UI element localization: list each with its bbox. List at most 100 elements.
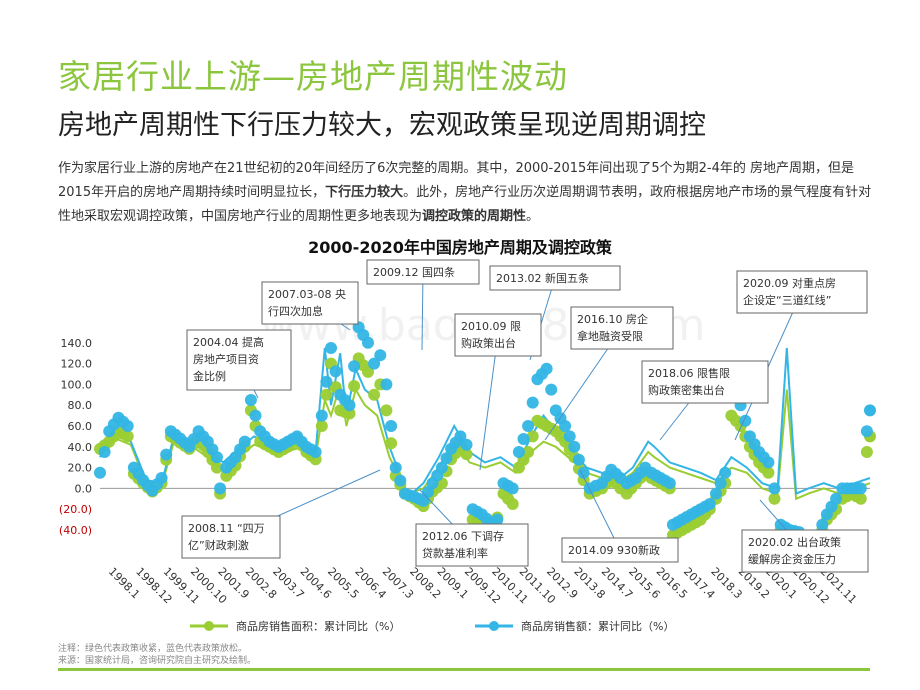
- area-data-point: [368, 388, 381, 401]
- area-data-point: [211, 461, 223, 474]
- annotation-text: 拿地融资受限: [577, 329, 643, 343]
- annotation-box: [570, 306, 674, 350]
- sales-data-point: [362, 336, 374, 349]
- annotation-text: 亿”财政刺激: [188, 538, 249, 552]
- sales-data-point: [238, 435, 251, 448]
- chart-title: 2000-2020年中国房地产周期及调控政策: [308, 238, 612, 257]
- sales-data-point: [719, 466, 732, 479]
- sales-data-point: [343, 399, 356, 412]
- sales-data-point: [329, 365, 342, 378]
- sales-data-point: [517, 433, 530, 445]
- legend-label: 商品房销售面积：累计同比（%）: [236, 619, 400, 633]
- sales-data-point: [577, 466, 590, 479]
- y-tick-label: 60.0: [68, 420, 93, 433]
- annotation-box: [261, 281, 359, 325]
- description-paragraph: 作为家居行业上游的房地产在21世纪初的20年间经历了6次完整的周期。其中，200…: [58, 161, 872, 224]
- sales-data-point: [211, 451, 223, 464]
- area-data-point: [121, 430, 134, 443]
- legend-item-1: 商品房销售面积：累计同比（%）: [190, 619, 400, 633]
- annotation-box: [561, 537, 679, 563]
- sales-data-point: [394, 474, 407, 487]
- sales-data-point: [440, 452, 453, 465]
- sales-data-point: [703, 498, 716, 510]
- annotation-text: 行四次加息: [268, 304, 323, 318]
- area-data-point: [768, 492, 781, 505]
- sales-data-point: [155, 472, 168, 484]
- sales-data-point: [309, 446, 322, 458]
- area-data-point: [348, 380, 361, 392]
- sales-data-point: [864, 404, 876, 417]
- annotation-text: 2008.11 “四万: [188, 522, 265, 535]
- y-tick-label: 40.0: [68, 441, 93, 454]
- annotation-text: 房地产项目资: [193, 352, 259, 366]
- y-tick-label: 80.0: [68, 399, 93, 412]
- legend-swatch-dot: [204, 621, 214, 631]
- legend-item-2: 商品房销售额：累计同比（%）: [475, 619, 674, 633]
- annotation-text: 2007.03-08 央: [268, 288, 346, 301]
- annotation-text: 购政策出台: [461, 336, 516, 350]
- annotation-box: [489, 265, 621, 291]
- sales-data-point: [389, 461, 402, 474]
- area-data-point: [526, 430, 539, 443]
- sales-data-point: [860, 425, 873, 438]
- annotation-a11: 2014.09 930新政: [561, 469, 679, 563]
- annotation-text: 2009.12 国四条: [373, 265, 455, 279]
- y-tick-label: 100.0: [61, 378, 93, 391]
- area-data-point: [506, 498, 519, 510]
- annotation-text: 2004.04 提高: [193, 335, 264, 349]
- annotation-pointer: [479, 334, 499, 471]
- sales-data-point: [320, 375, 333, 388]
- area-data-point: [320, 388, 333, 401]
- sales-data-point: [348, 360, 361, 373]
- annotation-text: 2020.09 对重点房: [743, 276, 836, 290]
- sales-data-point: [214, 482, 227, 495]
- sales-data-point: [568, 440, 581, 453]
- annotation-box: [741, 529, 869, 573]
- sales-data-point: [460, 438, 473, 451]
- note-text: 注释：绿色代表政策收紧，蓝色代表政策放松。: [58, 644, 248, 654]
- y-tick-label: 120.0: [61, 358, 93, 371]
- sales-data-point: [380, 378, 393, 391]
- annotation-box: [454, 313, 542, 357]
- annotation-text: 2010.09 限: [461, 320, 521, 333]
- annotation-text: 2013.02 新国五条: [496, 271, 589, 285]
- sales-data-point: [374, 349, 387, 362]
- annotation-pointer: [421, 271, 424, 351]
- area-data-point: [343, 407, 356, 420]
- annotation-box: [366, 259, 480, 285]
- area-data-point: [460, 448, 473, 461]
- annotation-text: 贷款基准利率: [422, 546, 488, 560]
- sales-data-point: [526, 396, 539, 409]
- source-text: 来源：国家统计局，咨询研究院自主研究及绘制。: [58, 656, 257, 666]
- sales-data-point: [572, 453, 585, 466]
- annotation-text: 2018.06 限售限: [648, 366, 730, 380]
- annotation-text: 缓解房企资金压力: [748, 552, 836, 566]
- sales-data-point: [663, 477, 676, 490]
- sales-data-point: [454, 430, 467, 443]
- sales-data-point: [714, 477, 727, 490]
- sales-data-point: [385, 420, 398, 432]
- area-data-point: [380, 404, 393, 417]
- annotation-text: 企设定“三道红线”: [743, 293, 831, 307]
- y-tick-label: 0.0: [75, 482, 93, 495]
- area-data-point: [362, 365, 374, 378]
- sales-data-point: [545, 383, 558, 396]
- sales-data-point: [98, 446, 111, 458]
- sales-data-point: [315, 409, 328, 422]
- sales-data-point: [768, 482, 781, 495]
- sales-data-point: [368, 357, 381, 370]
- legend-label: 商品房销售额：累计同比（%）: [521, 619, 674, 633]
- sales-data-point: [491, 513, 504, 526]
- page-subtitle: 房地产周期性下行压力较大，宏观政策呈现逆周期调控: [58, 110, 706, 141]
- annotation-a9: 2008.11 “四万亿”财政刺激: [181, 469, 381, 559]
- annotation-text: 2014.09 930新政: [568, 543, 660, 557]
- annotation-text: 金比例: [193, 369, 226, 383]
- annotation-text: 2016.10 房企: [577, 312, 648, 326]
